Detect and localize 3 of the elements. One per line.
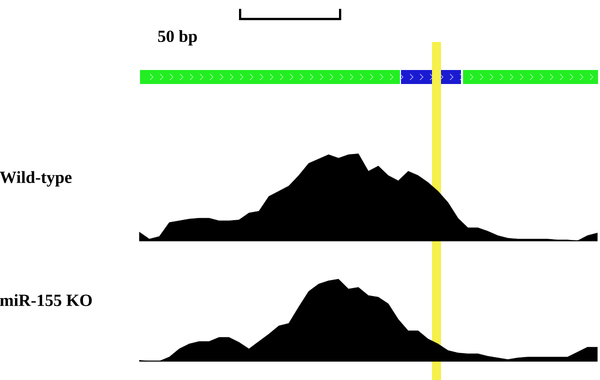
text: miR-155 KO <box>0 294 92 306</box>
text: 50 bp <box>158 30 197 46</box>
text: Wild-type <box>0 171 72 187</box>
